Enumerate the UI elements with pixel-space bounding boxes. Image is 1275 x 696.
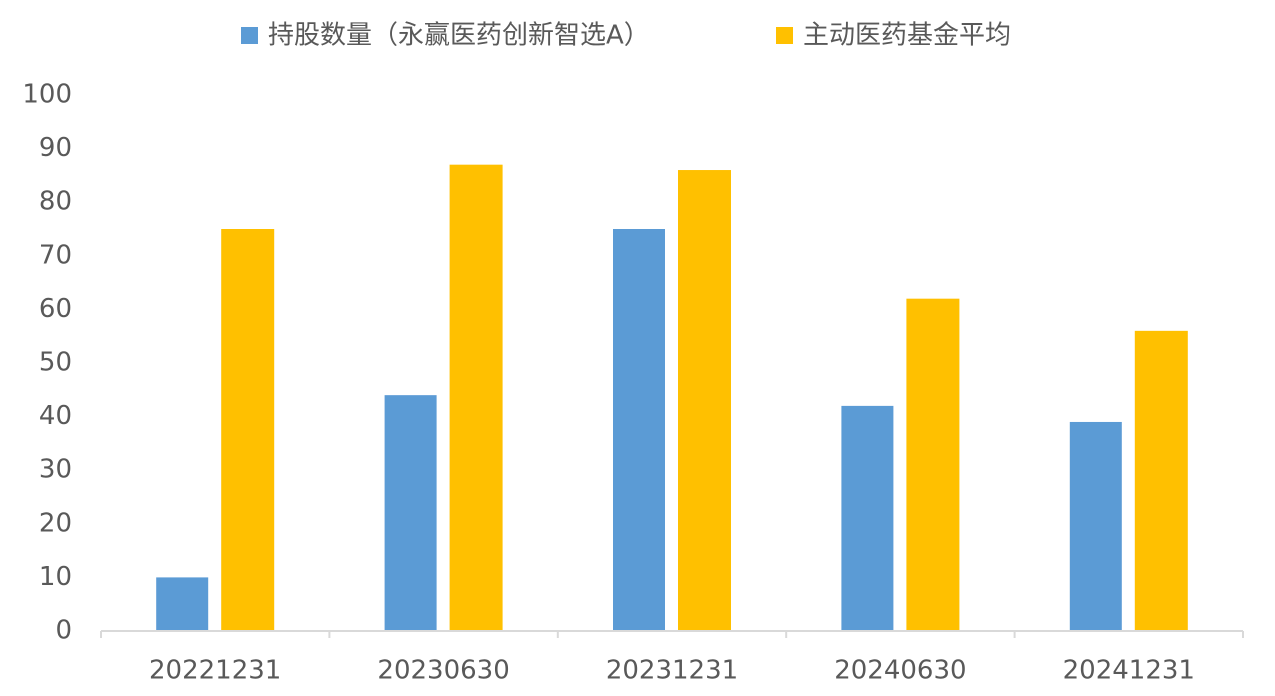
bar (156, 577, 209, 631)
x-tick-label: 20230630 (377, 656, 509, 686)
bar (384, 395, 437, 631)
y-tick-label: 30 (39, 455, 72, 485)
y-tick-label: 60 (39, 294, 72, 324)
y-tick-label: 20 (39, 508, 72, 538)
x-tick-label: 20221231 (149, 656, 281, 686)
x-tick-label: 20241231 (1063, 656, 1195, 686)
x-tick-label: 20231231 (606, 656, 738, 686)
bar (678, 170, 731, 632)
bar (1069, 421, 1122, 631)
y-tick-label: 10 (39, 562, 72, 592)
bar (449, 164, 503, 631)
bar (221, 229, 275, 631)
bar (841, 405, 894, 631)
y-tick-label: 100 (22, 80, 72, 110)
legend-swatch (241, 27, 258, 44)
y-tick-label: 0 (55, 616, 72, 646)
legend-swatch (776, 27, 793, 44)
x-tick-label: 20240630 (834, 656, 966, 686)
bar (906, 298, 960, 631)
y-tick-label: 80 (39, 187, 72, 217)
y-tick-label: 50 (39, 348, 72, 378)
bar (613, 229, 665, 631)
bar (1134, 330, 1188, 631)
legend-label: 主动医药基金平均 (803, 21, 1011, 51)
legend-label: 持股数量（永赢医药创新智选A） (268, 21, 650, 51)
y-tick-label: 70 (39, 240, 72, 270)
y-tick-label: 90 (39, 133, 72, 163)
y-tick-label: 40 (39, 401, 72, 431)
